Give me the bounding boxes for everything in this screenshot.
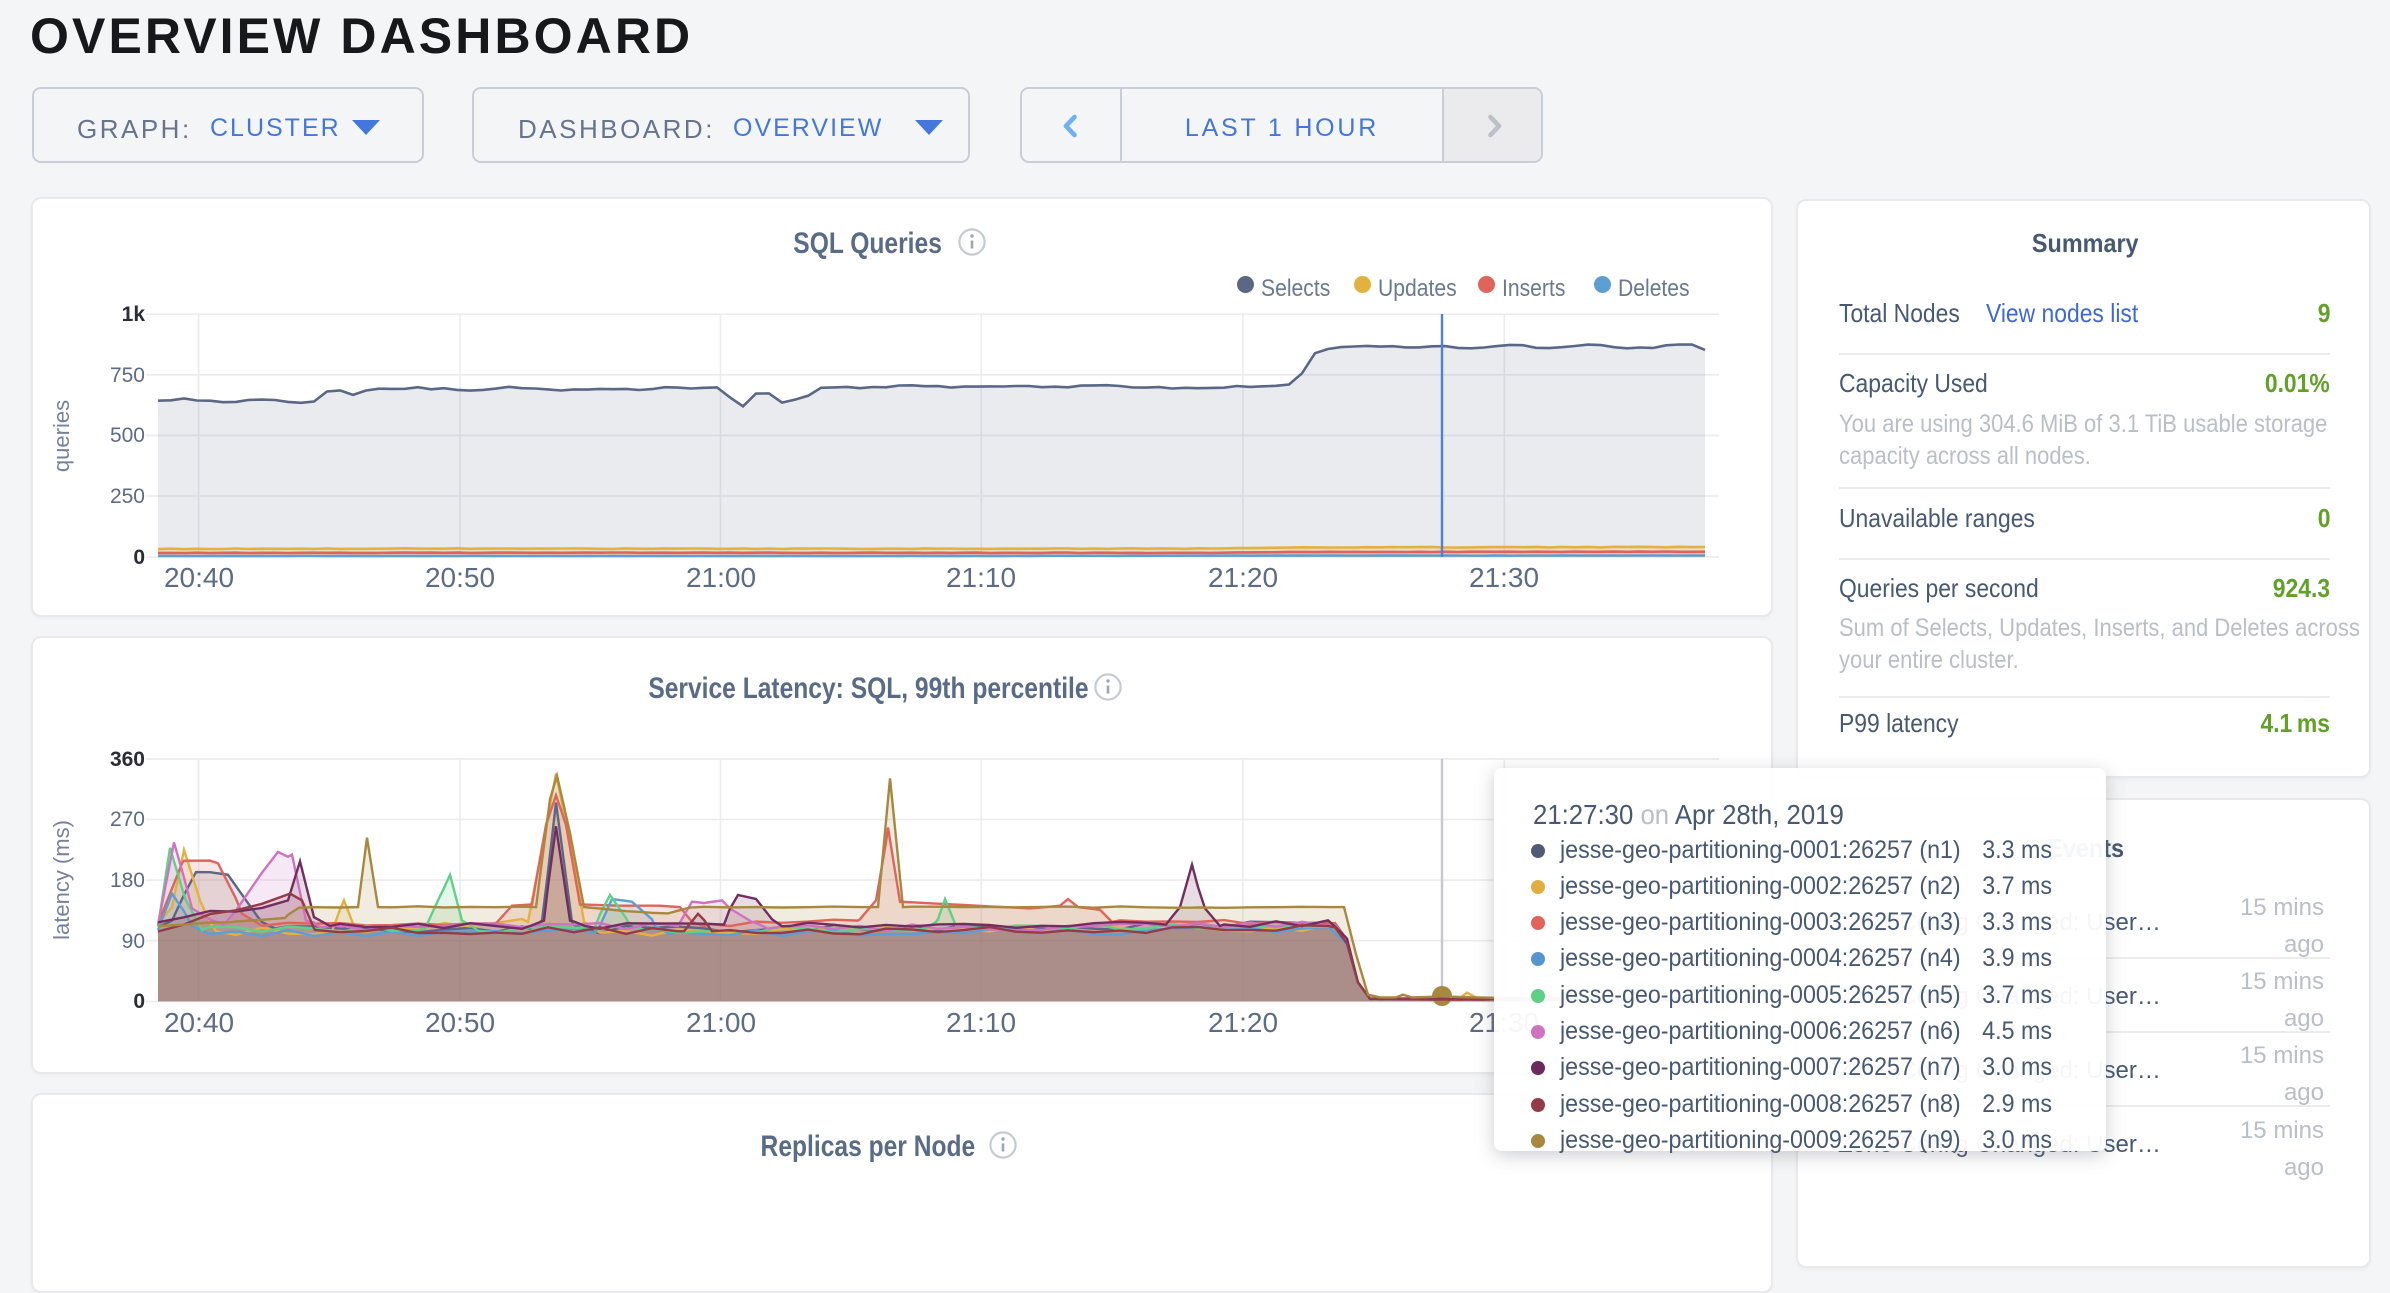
svg-text:20:40: 20:40 [164, 562, 234, 593]
svg-text:21:10: 21:10 [946, 1007, 1016, 1038]
svg-text:20:40: 20:40 [164, 1007, 234, 1038]
svg-text:180: 180 [110, 869, 145, 892]
svg-text:0: 0 [133, 546, 145, 569]
svg-text:latency (ms): latency (ms) [49, 820, 74, 940]
svg-text:21:00: 21:00 [686, 1007, 756, 1038]
svg-text:queries: queries [49, 400, 74, 472]
svg-text:90: 90 [122, 930, 145, 953]
svg-text:21:20: 21:20 [1208, 1007, 1278, 1038]
svg-text:500: 500 [110, 424, 145, 447]
svg-text:1k: 1k [122, 303, 146, 326]
svg-text:20:50: 20:50 [425, 1007, 495, 1038]
svg-text:750: 750 [110, 364, 145, 387]
svg-text:0: 0 [133, 990, 145, 1013]
svg-text:21:20: 21:20 [1208, 562, 1278, 593]
svg-text:21:30: 21:30 [1469, 562, 1539, 593]
svg-text:21:00: 21:00 [686, 562, 756, 593]
svg-text:20:50: 20:50 [425, 562, 495, 593]
svg-text:270: 270 [110, 808, 145, 831]
svg-text:21:10: 21:10 [946, 562, 1016, 593]
svg-text:360: 360 [110, 748, 145, 771]
svg-text:250: 250 [110, 485, 145, 508]
